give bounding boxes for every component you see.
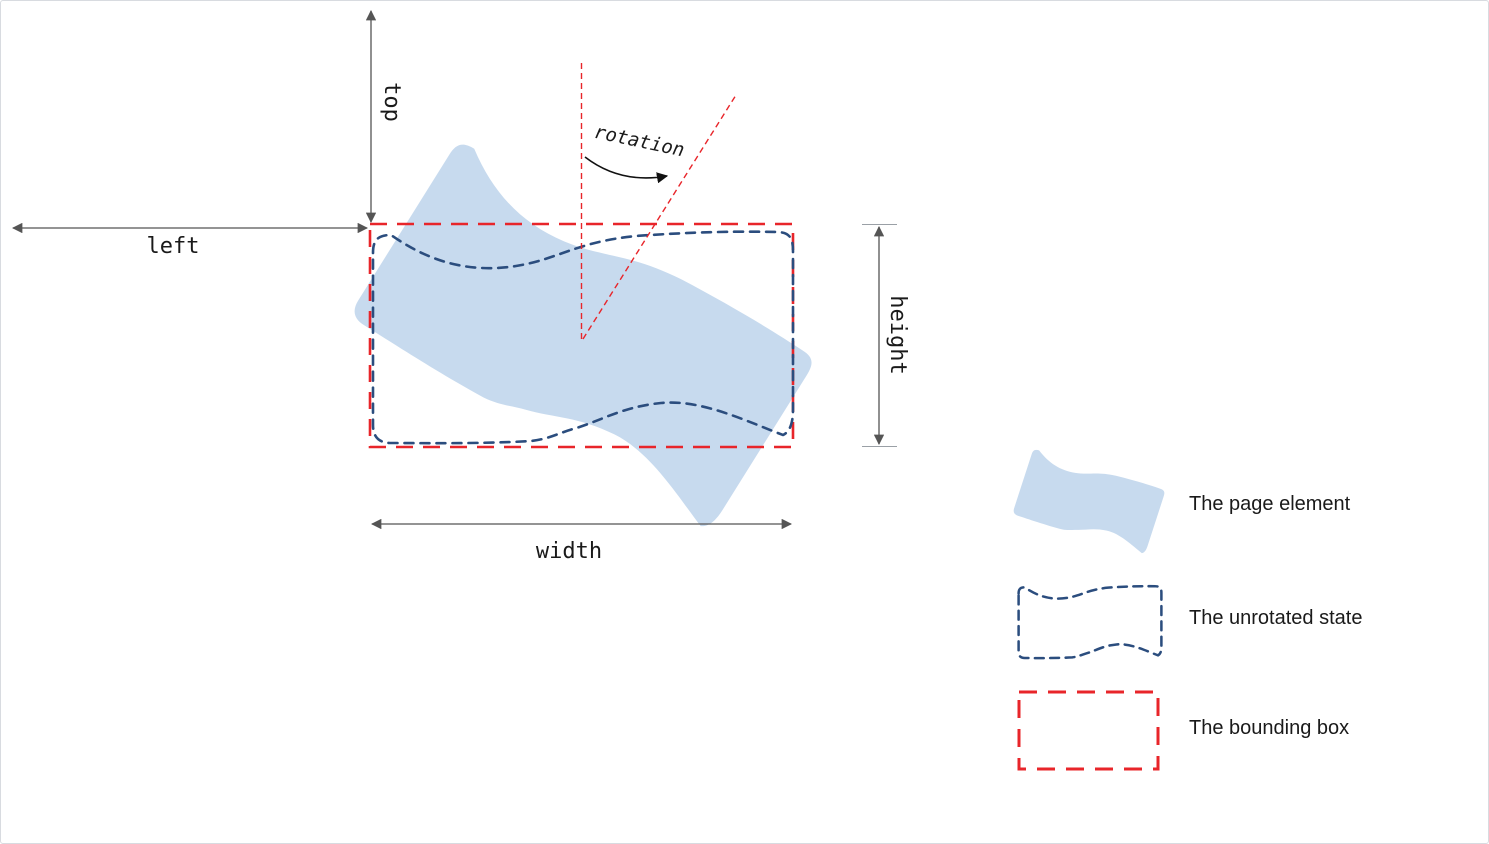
legend: The page element The unrotated state The… — [1012, 447, 1362, 771]
rotation-label: rotation — [592, 121, 686, 162]
legend-item-bounding-box: The bounding box — [1017, 690, 1349, 771]
legend-unrotated-state-swatch — [1017, 584, 1163, 660]
page-element-shape — [348, 136, 817, 539]
width-label: width — [536, 539, 602, 564]
rotation-rotated-line — [582, 94, 737, 340]
legend-item-unrotated-state: The unrotated state — [1017, 584, 1362, 660]
legend-bounding-box-swatch — [1017, 690, 1160, 771]
legend-item-page-element: The page element — [1012, 447, 1351, 557]
legend-page-element-label: The page element — [1189, 493, 1351, 515]
left-label: left — [147, 234, 200, 259]
legend-unrotated-state-label: The unrotated state — [1189, 607, 1362, 629]
top-label: top — [379, 82, 404, 122]
legend-page-element-swatch — [1012, 447, 1166, 557]
legend-bounding-box-label: The bounding box — [1189, 717, 1349, 739]
rotation-arc-arrow — [584, 156, 669, 184]
height-label: height — [885, 295, 910, 374]
